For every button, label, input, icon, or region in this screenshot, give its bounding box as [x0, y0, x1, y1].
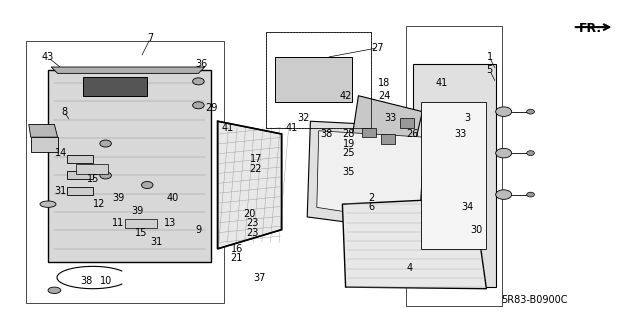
Ellipse shape: [496, 148, 512, 158]
Text: 9: 9: [195, 225, 202, 235]
Text: 41: 41: [221, 122, 234, 133]
Text: 16: 16: [230, 244, 243, 254]
Text: 18: 18: [378, 78, 390, 88]
Ellipse shape: [304, 86, 323, 96]
Text: 38: 38: [80, 276, 93, 286]
FancyBboxPatch shape: [400, 118, 414, 128]
Polygon shape: [31, 137, 58, 152]
Text: 26: 26: [406, 129, 419, 139]
Text: 17: 17: [250, 154, 262, 165]
Text: 38: 38: [320, 129, 333, 139]
Text: 36: 36: [195, 59, 208, 69]
Ellipse shape: [527, 192, 534, 197]
FancyBboxPatch shape: [67, 155, 93, 163]
Text: 12: 12: [93, 199, 106, 209]
Text: 15: 15: [86, 174, 99, 184]
Text: 23: 23: [246, 218, 259, 228]
Polygon shape: [317, 131, 424, 223]
Ellipse shape: [193, 102, 204, 109]
Text: 28: 28: [342, 129, 355, 139]
Text: 39: 39: [112, 193, 125, 203]
Polygon shape: [342, 198, 486, 289]
FancyBboxPatch shape: [362, 128, 376, 137]
Text: 3: 3: [464, 113, 470, 123]
Text: 19: 19: [342, 138, 355, 149]
Polygon shape: [421, 102, 486, 249]
Text: 13: 13: [163, 218, 176, 228]
Text: 39: 39: [131, 205, 144, 216]
Polygon shape: [307, 121, 435, 233]
Polygon shape: [48, 70, 211, 262]
Text: 8: 8: [61, 107, 67, 117]
FancyBboxPatch shape: [381, 134, 395, 144]
FancyBboxPatch shape: [83, 77, 147, 96]
Text: FR.: FR.: [579, 22, 602, 35]
Text: 5R83-B0900C: 5R83-B0900C: [501, 295, 568, 305]
Polygon shape: [29, 124, 58, 137]
Text: 6: 6: [368, 202, 374, 212]
Text: 42: 42: [339, 91, 352, 101]
Text: 23: 23: [246, 228, 259, 238]
Text: 2: 2: [368, 193, 374, 203]
Ellipse shape: [100, 172, 111, 179]
Text: 31: 31: [150, 237, 163, 248]
Text: 5: 5: [486, 65, 493, 75]
Text: 29: 29: [205, 103, 218, 114]
Ellipse shape: [100, 140, 111, 147]
Ellipse shape: [95, 80, 117, 93]
Text: 30: 30: [470, 225, 483, 235]
Text: 1: 1: [486, 52, 493, 63]
Text: 21: 21: [230, 253, 243, 263]
FancyBboxPatch shape: [67, 187, 93, 195]
Text: 27: 27: [371, 43, 384, 53]
FancyBboxPatch shape: [67, 171, 93, 179]
Text: 41: 41: [285, 122, 298, 133]
FancyBboxPatch shape: [275, 57, 352, 102]
Text: 33: 33: [384, 113, 397, 123]
Polygon shape: [76, 164, 108, 174]
Polygon shape: [413, 64, 496, 287]
Text: 24: 24: [378, 91, 390, 101]
Ellipse shape: [48, 287, 61, 293]
Text: 31: 31: [54, 186, 67, 197]
Text: 32: 32: [298, 113, 310, 123]
Text: 20: 20: [243, 209, 256, 219]
Polygon shape: [349, 96, 422, 166]
Ellipse shape: [527, 151, 534, 156]
Ellipse shape: [527, 109, 534, 114]
Text: 4: 4: [406, 263, 413, 273]
Ellipse shape: [193, 78, 204, 85]
Text: 33: 33: [454, 129, 467, 139]
Polygon shape: [218, 121, 282, 249]
Text: 34: 34: [461, 202, 474, 212]
Text: 10: 10: [99, 276, 112, 286]
Polygon shape: [51, 67, 205, 73]
Polygon shape: [125, 219, 157, 228]
Ellipse shape: [496, 190, 512, 199]
Ellipse shape: [496, 107, 512, 116]
Text: 43: 43: [42, 52, 54, 63]
Text: 40: 40: [166, 193, 179, 203]
Text: 41: 41: [435, 78, 448, 88]
Text: 37: 37: [253, 272, 266, 283]
Text: 35: 35: [342, 167, 355, 177]
Text: 7: 7: [147, 33, 154, 43]
Text: 25: 25: [342, 148, 355, 158]
Text: 14: 14: [54, 148, 67, 158]
Text: 11: 11: [112, 218, 125, 228]
Text: 15: 15: [134, 228, 147, 238]
Ellipse shape: [141, 182, 153, 189]
Ellipse shape: [40, 201, 56, 207]
Text: 22: 22: [250, 164, 262, 174]
